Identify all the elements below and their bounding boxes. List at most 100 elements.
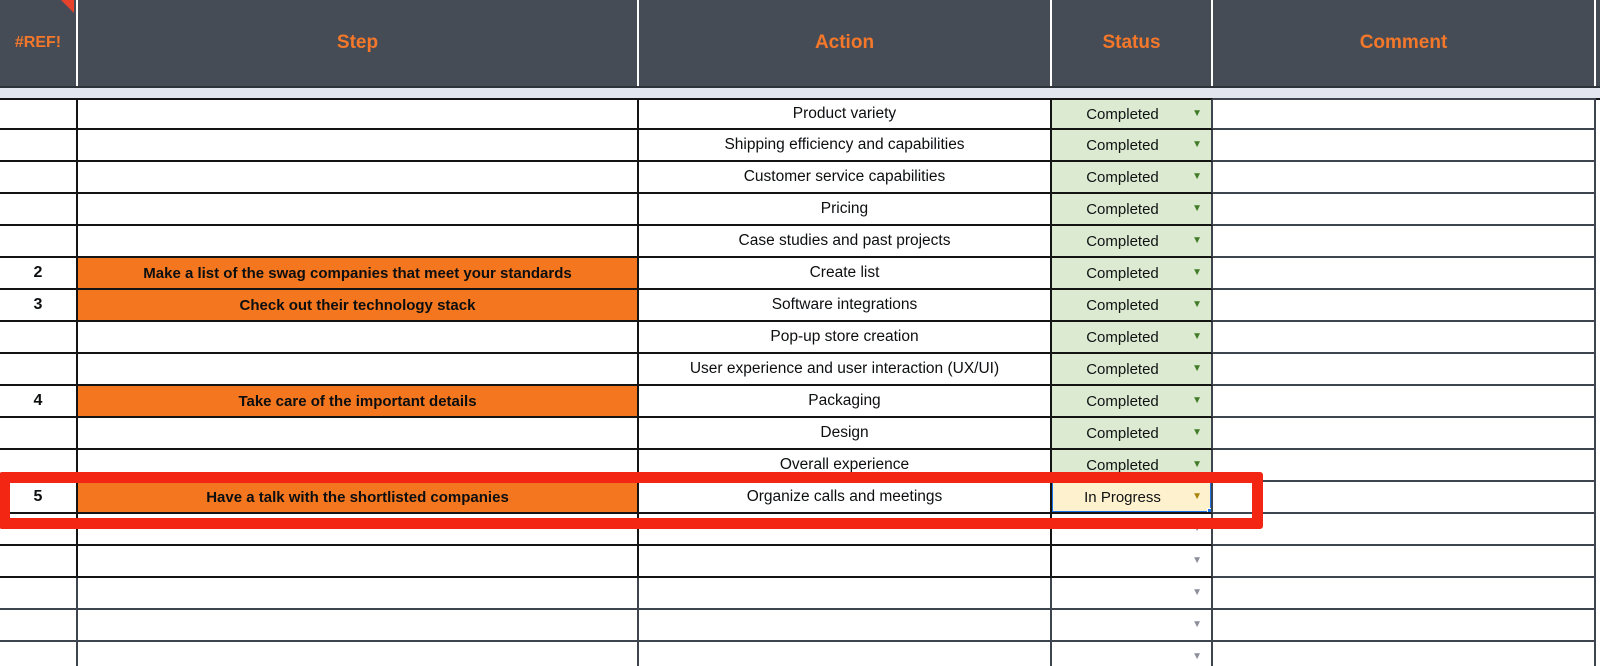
dropdown-arrow-icon[interactable]: ▼	[1192, 395, 1202, 406]
cell-step-number[interactable]	[0, 578, 78, 610]
cell-comment[interactable]	[1213, 130, 1596, 162]
cell-step-number[interactable]	[0, 450, 78, 482]
column-header-comment[interactable]: Comment	[1213, 0, 1596, 86]
cell-action[interactable]: User experience and user interaction (UX…	[639, 354, 1052, 386]
cell-step[interactable]	[78, 418, 639, 450]
cell-step-number[interactable]	[0, 162, 78, 194]
cell-step[interactable]	[78, 642, 639, 666]
dropdown-arrow-icon[interactable]: ▼	[1192, 459, 1202, 470]
status-chip[interactable]: Completed ▼	[1052, 418, 1211, 448]
cell-step-number[interactable]	[0, 354, 78, 386]
cell-step-number[interactable]: 3	[0, 290, 78, 322]
dropdown-arrow-icon[interactable]: ▼	[1192, 523, 1202, 534]
dropdown-arrow-icon[interactable]: ▼	[1192, 203, 1202, 214]
status-chip[interactable]: Completed ▼	[1052, 130, 1211, 160]
cell-comment[interactable]	[1213, 290, 1596, 322]
cell-step-number[interactable]	[0, 610, 78, 642]
cell-step-number[interactable]	[0, 194, 78, 226]
cell-action[interactable]	[639, 514, 1052, 546]
cell-comment[interactable]	[1213, 578, 1596, 610]
dropdown-arrow-icon[interactable]: ▼	[1192, 555, 1202, 566]
cell-step[interactable]	[78, 514, 639, 546]
cell-step-number[interactable]	[0, 642, 78, 666]
cell-step-number[interactable]	[0, 98, 78, 130]
cell-status[interactable]: Completed ▼	[1052, 418, 1213, 450]
cell-action[interactable]: Overall experience	[639, 450, 1052, 482]
cell-action[interactable]: Pricing	[639, 194, 1052, 226]
status-chip[interactable]: Completed ▼	[1052, 354, 1211, 384]
cell-action[interactable]: Shipping efficiency and capabilities	[639, 130, 1052, 162]
status-chip[interactable]: Completed ▼	[1052, 258, 1211, 288]
cell-status[interactable]: In Progress ▼	[1052, 482, 1213, 514]
cell-step-number[interactable]	[0, 130, 78, 162]
cell-action[interactable]: Create list	[639, 258, 1052, 290]
cell-step[interactable]: Have a talk with the shortlisted compani…	[78, 482, 639, 514]
cell-action[interactable]	[639, 642, 1052, 666]
cell-step[interactable]: Check out their technology stack	[78, 290, 639, 322]
cell-action[interactable]: Customer service capabilities	[639, 162, 1052, 194]
cell-step-number[interactable]	[0, 546, 78, 578]
cell-status[interactable]: Completed ▼	[1052, 386, 1213, 418]
cell-step[interactable]: Take care of the important details	[78, 386, 639, 418]
cell-comment[interactable]	[1213, 98, 1596, 130]
cell-step[interactable]	[78, 226, 639, 258]
selection-fill-handle[interactable]	[1207, 508, 1211, 512]
cell-status[interactable]: ▼	[1052, 610, 1213, 642]
cell-comment[interactable]	[1213, 258, 1596, 290]
dropdown-arrow-icon[interactable]: ▼	[1192, 299, 1202, 310]
cell-action[interactable]	[639, 546, 1052, 578]
status-chip[interactable]: In Progress ▼	[1052, 482, 1211, 512]
cell-step[interactable]	[78, 354, 639, 386]
column-header-ref-error[interactable]: #REF!	[0, 0, 78, 86]
status-chip[interactable]: ▼	[1052, 546, 1211, 576]
cell-comment[interactable]	[1213, 162, 1596, 194]
cell-step-number[interactable]	[0, 514, 78, 546]
cell-step[interactable]: Make a list of the swag companies that m…	[78, 258, 639, 290]
cell-step[interactable]	[78, 578, 639, 610]
cell-action[interactable]: Pop-up store creation	[639, 322, 1052, 354]
cell-action[interactable]	[639, 578, 1052, 610]
status-chip[interactable]: ▼	[1052, 610, 1211, 640]
status-chip[interactable]: Completed ▼	[1052, 226, 1211, 256]
cell-step-number[interactable]: 4	[0, 386, 78, 418]
cell-status[interactable]: ▼	[1052, 514, 1213, 546]
cell-step[interactable]	[78, 450, 639, 482]
cell-status[interactable]: ▼	[1052, 546, 1213, 578]
cell-comment[interactable]	[1213, 418, 1596, 450]
cell-comment[interactable]	[1213, 642, 1596, 666]
cell-comment[interactable]	[1213, 322, 1596, 354]
cell-comment[interactable]	[1213, 386, 1596, 418]
dropdown-arrow-icon[interactable]: ▼	[1192, 427, 1202, 438]
cell-comment[interactable]	[1213, 610, 1596, 642]
cell-comment[interactable]	[1213, 226, 1596, 258]
cell-status[interactable]: Completed ▼	[1052, 98, 1213, 130]
dropdown-arrow-icon[interactable]: ▼	[1192, 235, 1202, 246]
dropdown-arrow-icon[interactable]: ▼	[1192, 363, 1202, 374]
cell-status[interactable]: Completed ▼	[1052, 290, 1213, 322]
cell-comment[interactable]	[1213, 354, 1596, 386]
status-chip[interactable]: Completed ▼	[1052, 450, 1211, 480]
cell-comment[interactable]	[1213, 450, 1596, 482]
cell-comment[interactable]	[1213, 514, 1596, 546]
cell-comment[interactable]	[1213, 546, 1596, 578]
cell-step[interactable]	[78, 98, 639, 130]
column-header-status[interactable]: Status	[1052, 0, 1213, 86]
cell-status[interactable]: Completed ▼	[1052, 130, 1213, 162]
cell-action[interactable]: Case studies and past projects	[639, 226, 1052, 258]
cell-action[interactable]: Design	[639, 418, 1052, 450]
dropdown-arrow-icon[interactable]: ▼	[1192, 331, 1202, 342]
status-chip[interactable]: ▼	[1052, 642, 1211, 666]
cell-status[interactable]: Completed ▼	[1052, 258, 1213, 290]
column-header-action[interactable]: Action	[639, 0, 1052, 86]
status-chip[interactable]: Completed ▼	[1052, 162, 1211, 192]
cell-step[interactable]	[78, 130, 639, 162]
dropdown-arrow-icon[interactable]: ▼	[1192, 171, 1202, 182]
status-chip[interactable]: Completed ▼	[1052, 100, 1211, 128]
status-chip[interactable]: ▼	[1052, 578, 1211, 608]
status-chip[interactable]: ▼	[1052, 514, 1211, 544]
dropdown-arrow-icon[interactable]: ▼	[1192, 491, 1202, 502]
cell-status[interactable]: Completed ▼	[1052, 226, 1213, 258]
cell-status[interactable]: Completed ▼	[1052, 354, 1213, 386]
cell-step-number[interactable]: 5	[0, 482, 78, 514]
cell-action[interactable]: Packaging	[639, 386, 1052, 418]
